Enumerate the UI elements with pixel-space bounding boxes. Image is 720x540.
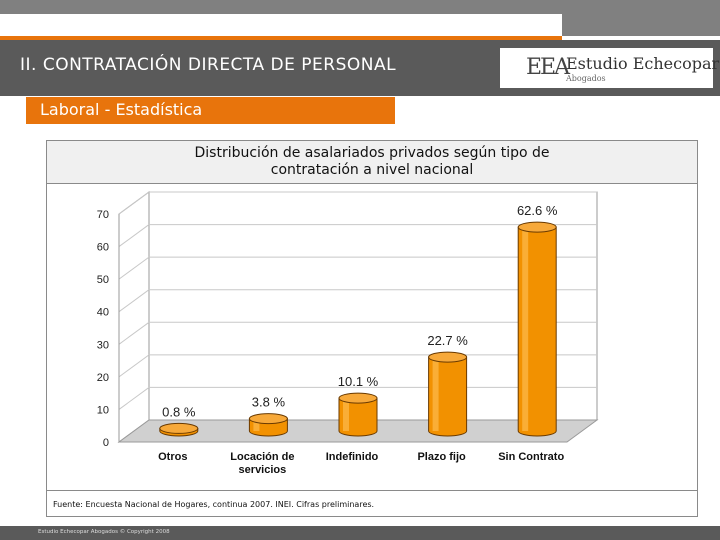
category-label: Indefinido — [326, 451, 379, 463]
gridline-side — [118, 191, 150, 215]
data-label: 0.8 % — [162, 404, 196, 419]
y-tick-label: 40 — [97, 307, 109, 319]
top-white-band — [0, 14, 562, 36]
gridline-side — [118, 224, 150, 247]
source-box: Fuente: Encuesta Nacional de Hogares, co… — [47, 490, 697, 517]
y-tick-label: 50 — [97, 274, 109, 286]
y-tick-label: 30 — [97, 339, 109, 351]
chart-title-line-2: contratación a nivel nacional — [270, 162, 474, 178]
chart-side-wall — [118, 191, 150, 443]
bar-highlight — [343, 398, 349, 431]
data-label: 10.1 % — [338, 374, 379, 389]
top-accent-line — [0, 36, 562, 40]
chart-title-box: Distribución de asalariados privados seg… — [47, 141, 697, 184]
category-label: Locación de — [230, 451, 294, 463]
category-label: Plazo fijo — [417, 451, 466, 463]
data-label: 3.8 % — [252, 395, 286, 410]
logo-mark-text: EEA — [526, 55, 570, 80]
y-tick-label: 60 — [97, 242, 109, 254]
data-label: 62.6 % — [517, 203, 558, 218]
section-subtitle: Laboral - Estadística — [40, 100, 203, 119]
gridline-side — [118, 256, 150, 280]
bar-top — [517, 221, 557, 233]
data-label: 22.7 % — [427, 333, 468, 348]
bar-top — [338, 392, 378, 404]
y-tick-label: 10 — [97, 404, 109, 416]
gridline-side — [118, 387, 150, 410]
category-label: servicios — [239, 464, 287, 476]
footer-bar: Estudio Echecopar Abogados © Copyright 2… — [0, 526, 720, 540]
bar-chart: 0 10 20 30 40 50 60 70 0.8 % Otros 3.8 % Locación d… — [97, 191, 599, 476]
bar-top — [159, 422, 199, 434]
bar-highlight — [253, 418, 260, 431]
page-title: II. CONTRATACIÓN DIRECTA DE PERSONAL — [20, 55, 397, 75]
gridline-side — [118, 354, 150, 378]
source-note: Fuente: Encuesta Nacional de Hogares, co… — [53, 500, 375, 509]
brand-logo: EEA Estudio Echecopar Abogados — [500, 48, 719, 88]
gridline-side — [118, 321, 150, 345]
y-tick-label: 70 — [97, 209, 109, 221]
chart-frame: Distribución de asalariados privados seg… — [46, 140, 698, 517]
category-label: Sin Contrato — [498, 451, 564, 463]
section-bar: Laboral - Estadística — [26, 97, 395, 124]
logo-mark: EEA — [526, 55, 570, 80]
bar-highlight — [522, 227, 529, 431]
gridline-side — [118, 289, 150, 313]
bar-top — [428, 351, 468, 363]
category-label: Otros — [158, 451, 187, 463]
logo-name: Estudio Echecopar — [566, 54, 720, 73]
footer-copyright: Estudio Echecopar Abogados © Copyright 2… — [38, 529, 170, 535]
logo-subtitle: Abogados — [566, 74, 606, 83]
y-tick-label: 20 — [97, 372, 109, 384]
chart-title-line-1: Distribución de asalariados privados seg… — [194, 145, 550, 161]
bar-top — [248, 413, 288, 425]
y-tick-label: 0 — [103, 437, 109, 449]
chart-title: Distribución de asalariados privados seg… — [47, 145, 697, 179]
bar-highlight — [432, 357, 439, 431]
